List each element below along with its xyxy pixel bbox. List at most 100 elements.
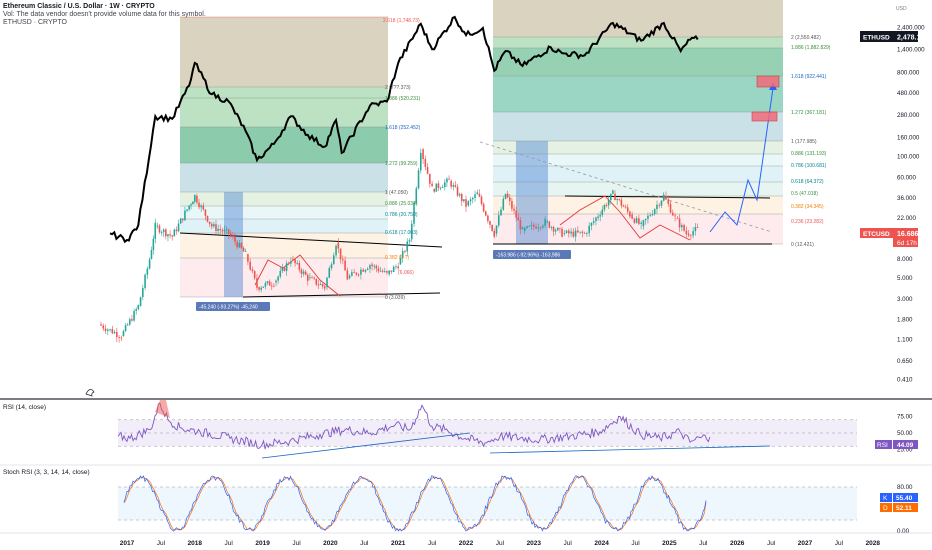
- fib-label-right-0786: 0.786 (100.681): [791, 163, 827, 169]
- etc-candle-body: [660, 200, 663, 206]
- ethusd-tag-symbol: ETHUSD: [863, 35, 890, 42]
- time-label-10: 2022: [459, 540, 474, 547]
- etc-candle-body: [595, 217, 597, 222]
- rsi-tag-value: 44.09: [897, 442, 914, 449]
- etc-candle-body: [258, 287, 260, 290]
- etc-candle-body: [360, 269, 362, 275]
- etc-candle-body: [379, 270, 382, 272]
- fib-zone-eth-right-2: [493, 37, 783, 48]
- fib-label-left-1886: 1.886 (520.231): [385, 96, 421, 102]
- time-axis: 2017 Jul 2018 Jul 2019 Jul 2020 Jul 2021 Jul 2022 J…: [0, 389, 932, 547]
- etc-candle-body: [281, 267, 284, 271]
- price-tick-1: 2,400.000: [897, 25, 925, 32]
- etc-candle-body: [497, 215, 500, 226]
- etc-candle-body: [487, 215, 489, 222]
- etc-candle-body: [612, 190, 614, 194]
- etc-candle-body: [302, 271, 305, 274]
- etc-candle-body: [526, 226, 528, 228]
- etc-candle-body: [463, 199, 465, 202]
- price-tick-16: 1.100: [897, 337, 913, 344]
- price-tick-18: 0.410: [897, 377, 913, 384]
- etc-candle-body: [618, 199, 621, 200]
- etc-candle-body: [111, 329, 114, 334]
- price-tick-14: 3.000: [897, 296, 913, 303]
- etc-candle-body: [283, 267, 286, 271]
- price-tick-10: 22.000: [897, 215, 916, 222]
- etc-candle-body: [563, 232, 566, 234]
- etc-candle-body: [552, 227, 555, 232]
- etc-candle-body: [244, 251, 247, 252]
- etc-candle-body: [186, 209, 188, 211]
- fib-zone-etc-right-382: [493, 196, 783, 214]
- etc-candle-body: [116, 332, 118, 338]
- fib-zone-etc-left-886: [180, 192, 388, 206]
- etc-candle-body: [204, 209, 207, 216]
- etc-candle-body: [357, 274, 360, 276]
- etc-candle-body: [298, 262, 301, 270]
- etc-candle-body: [662, 194, 665, 201]
- etc-candle-body: [542, 225, 544, 228]
- etc-candle-body: [690, 235, 692, 237]
- stoch-tick-0: 80.00: [897, 484, 913, 491]
- etc-candle-body: [484, 211, 487, 216]
- fib-label-left-0: 0 (3.039): [385, 295, 405, 301]
- fib-zone-etc-right-886: [493, 141, 783, 154]
- etc-candle-body: [386, 271, 388, 273]
- etc-candle-body: [332, 255, 335, 265]
- etc-candle-body: [179, 218, 182, 224]
- measure-box-left: [224, 192, 243, 297]
- etc-candle-body: [417, 170, 420, 189]
- etc-candle-body: [148, 259, 151, 269]
- price-tick-9: 36.000: [897, 195, 916, 202]
- etc-candle-body: [135, 309, 137, 311]
- time-label-22: 2028: [866, 540, 881, 547]
- fib-zone-eth-right-1886: [493, 48, 783, 76]
- fib-label-right-1618: 1.618 (922.441): [791, 74, 827, 80]
- etc-candle-body: [369, 265, 371, 269]
- etc-candle-body: [348, 275, 351, 279]
- etc-candle-body: [165, 229, 167, 237]
- etc-candle-body: [431, 183, 433, 187]
- etc-candle-body: [676, 218, 679, 219]
- etc-candle-body: [184, 210, 186, 221]
- etc-candle-body: [137, 305, 140, 310]
- etc-candle-body: [465, 199, 467, 207]
- etc-candle-body: [270, 285, 273, 287]
- etc-candle-body: [550, 227, 553, 228]
- etc-candle-body: [448, 178, 450, 180]
- etc-candle-body: [406, 241, 409, 252]
- etc-candle-body: [586, 233, 588, 234]
- time-label-8: 2021: [391, 540, 406, 547]
- etc-candle-body: [616, 199, 618, 201]
- etc-candles: [100, 148, 699, 343]
- etcusd-countdown: 6d 17h: [897, 240, 917, 247]
- etc-candle-body: [142, 287, 144, 298]
- etc-candle-body: [647, 215, 649, 219]
- trendline-left-bottom: [242, 292, 441, 298]
- etc-candle-body: [335, 245, 337, 256]
- fib-labels: 2.618 (1,748.73) 2 (7??.373) 1.886 (520.23…: [196, 18, 831, 311]
- etc-candle-body: [614, 193, 616, 201]
- etc-candle-body: [607, 200, 610, 206]
- etc-candle-body: [296, 262, 299, 264]
- etc-candle-body: [319, 284, 322, 285]
- time-label-20: 2027: [798, 540, 813, 547]
- wave-path-left: [254, 254, 341, 297]
- stoch-title: Stoch RSI (3, 3, 14, 14, close): [3, 469, 90, 476]
- time-label-21: Jul: [835, 540, 844, 547]
- etc-candle-body: [150, 250, 153, 260]
- fib-label-left-1618: 1.618 (252.452): [385, 125, 421, 131]
- etc-candle-body: [129, 319, 131, 325]
- etc-candle-body: [537, 227, 540, 229]
- etc-candle-body: [528, 226, 531, 227]
- etc-candle-body: [671, 212, 674, 216]
- etcusd-tag-bg: [860, 228, 918, 238]
- etc-candle-body: [213, 224, 215, 227]
- etc-candle-body: [441, 186, 444, 188]
- etc-candle-body: [568, 230, 570, 234]
- etc-candle-body: [399, 257, 402, 265]
- etc-candle-body: [169, 234, 171, 236]
- fib-zone-eth-left-top: [180, 17, 388, 87]
- etc-candle-body: [561, 228, 563, 237]
